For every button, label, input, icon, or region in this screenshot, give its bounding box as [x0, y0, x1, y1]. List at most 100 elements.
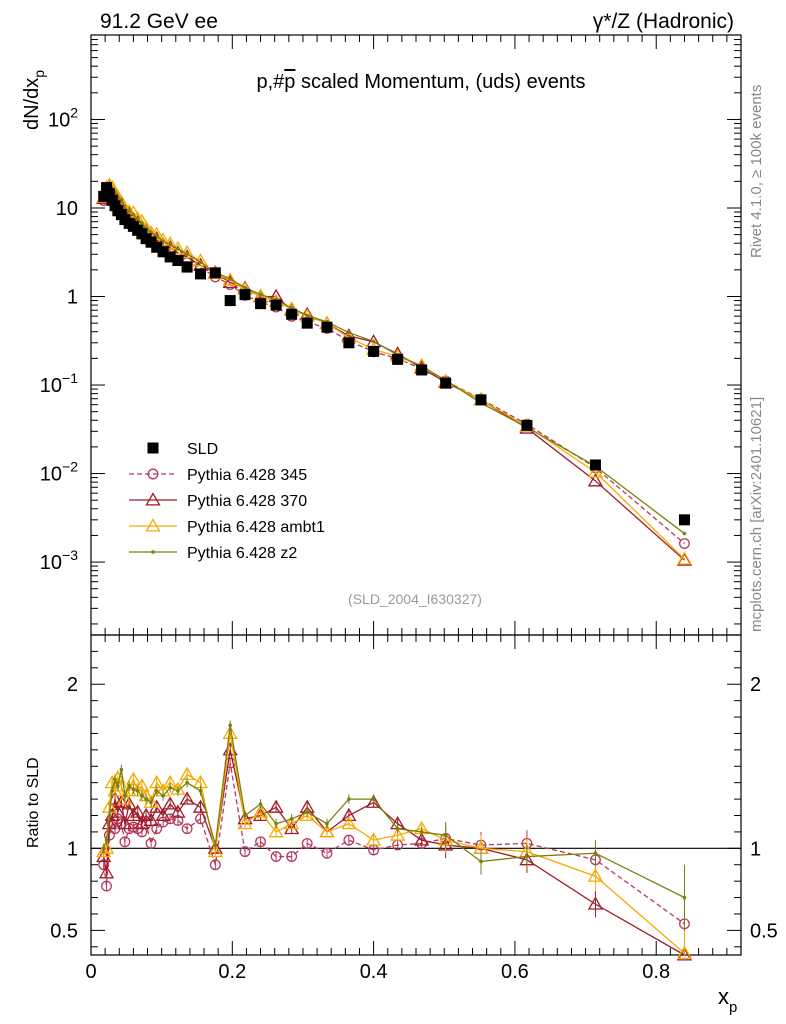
data-point-ratio — [123, 794, 127, 798]
data-point-ratio — [101, 815, 117, 830]
data-point-ratio — [104, 838, 109, 842]
data-point-ratio — [274, 821, 278, 826]
legend-label: Pythia 6.428 345 — [187, 467, 307, 484]
main-series-group — [96, 177, 693, 566]
data-point-ratio — [145, 837, 157, 849]
data-point-ratio — [170, 804, 186, 818]
x-tick-label: 0.4 — [360, 961, 388, 983]
legend-marker — [145, 492, 161, 506]
tick-base: 10 — [40, 464, 62, 486]
y-tick-label-ratio-right: 2 — [750, 674, 761, 696]
data-point-ratio — [119, 836, 131, 848]
data-point-ratio — [395, 826, 400, 831]
data-point-sld — [239, 289, 251, 301]
data-point-ratio — [168, 785, 172, 790]
data-point-ratio — [414, 832, 430, 846]
data-point-sld — [321, 321, 333, 333]
data-point-sld — [157, 246, 169, 258]
data-point-main — [243, 285, 247, 290]
data-point-main — [127, 209, 131, 213]
data-point-ratio — [305, 810, 309, 815]
data-point-ratio — [119, 767, 124, 772]
legend-entry: Pythia 6.428 370 — [129, 492, 307, 510]
data-point-ratio — [284, 820, 300, 835]
data-point-ratio — [213, 843, 218, 847]
data-point-ratio — [130, 804, 146, 818]
data-point-ratio — [96, 848, 112, 863]
data-point-sld — [286, 308, 298, 320]
data-point-ratio — [268, 799, 284, 813]
data-point-ratio — [107, 813, 112, 818]
data-point-sld — [151, 241, 163, 253]
data-point-main — [587, 473, 604, 487]
data-point-sld — [416, 364, 428, 376]
data-point-sld — [475, 394, 487, 406]
data-point-ratio — [676, 945, 693, 959]
data-point-ratio — [192, 799, 209, 813]
y-tick-label-main: 1 — [67, 287, 78, 309]
x-tick-label: 0.2 — [218, 961, 246, 983]
data-point-ratio — [343, 834, 355, 846]
series-ratio-3 — [101, 720, 687, 931]
x-tick-label: 0.6 — [501, 961, 529, 983]
data-point-ratio — [110, 789, 114, 793]
data-point-ratio — [125, 771, 142, 785]
data-point-ratio — [144, 797, 148, 801]
legend: SLD Pythia 6.428 345 Pythia 6.428 370 Pythi… — [129, 441, 325, 562]
data-point-sld — [101, 182, 113, 194]
data-point-ratio — [228, 723, 232, 728]
legend-label: Pythia 6.428 370 — [187, 493, 307, 510]
legend-marker — [151, 550, 155, 554]
data-point-ratio — [154, 789, 159, 793]
data-point-ratio — [185, 780, 189, 785]
ratio-axes: 0.5 0.5 1 1 2 2 — [50, 650, 778, 948]
x-tick-label: 0 — [85, 961, 96, 983]
title-part-2: p — [284, 71, 295, 93]
data-point-ratio — [209, 859, 221, 871]
data-point-ratio — [131, 787, 136, 792]
data-point-ratio — [138, 807, 154, 822]
data-point-sld — [343, 337, 355, 349]
data-point-ratio — [125, 807, 142, 822]
tick-base: 10 — [56, 198, 78, 220]
data-point-main — [371, 339, 376, 344]
data-point-ratio — [207, 843, 223, 858]
data-point-ratio — [181, 823, 193, 835]
tick-base: 1 — [67, 287, 78, 309]
data-point-sld — [172, 255, 184, 267]
data-point-main — [154, 233, 159, 238]
data-point-ratio — [117, 791, 133, 805]
data-point-ratio — [143, 812, 159, 826]
data-point-sld — [678, 514, 690, 526]
data-point-sld — [589, 459, 601, 471]
tick-exponent: 2 — [70, 104, 78, 120]
tick-exponent: −1 — [62, 370, 78, 386]
data-point-main — [135, 216, 140, 221]
data-point-sld — [209, 267, 221, 279]
data-point-ratio — [371, 797, 376, 801]
data-point-sld — [103, 188, 115, 200]
data-point-ratio — [321, 847, 333, 859]
data-point-main — [176, 247, 180, 251]
data-point-ratio — [284, 815, 300, 830]
x-tick-label: 0.8 — [642, 961, 670, 983]
data-point-ratio — [587, 896, 604, 910]
y-tick-label-main: 10−2 — [40, 459, 78, 486]
data-point-ratio — [140, 794, 144, 798]
data-point-ratio — [587, 868, 604, 882]
analysis-tag: (SLD_2004_I630327) — [348, 591, 482, 607]
data-point-ratio — [347, 797, 351, 801]
header-process: γ*/Z (Hadronic) — [593, 10, 734, 33]
series-line-ratio — [103, 733, 685, 954]
data-point-ratio — [301, 837, 313, 849]
y-tick-label-main: 10−3 — [40, 547, 78, 574]
y-tick-label-main: 10 — [56, 198, 78, 220]
data-point-ratio — [198, 789, 203, 793]
legend-marker — [145, 518, 161, 532]
data-point-sld — [255, 298, 267, 310]
data-point-ratio — [117, 815, 133, 830]
data-point-main — [258, 292, 263, 297]
data-point-ratio — [252, 804, 269, 818]
data-point-ratio — [116, 784, 120, 788]
legend-marker — [147, 442, 159, 454]
